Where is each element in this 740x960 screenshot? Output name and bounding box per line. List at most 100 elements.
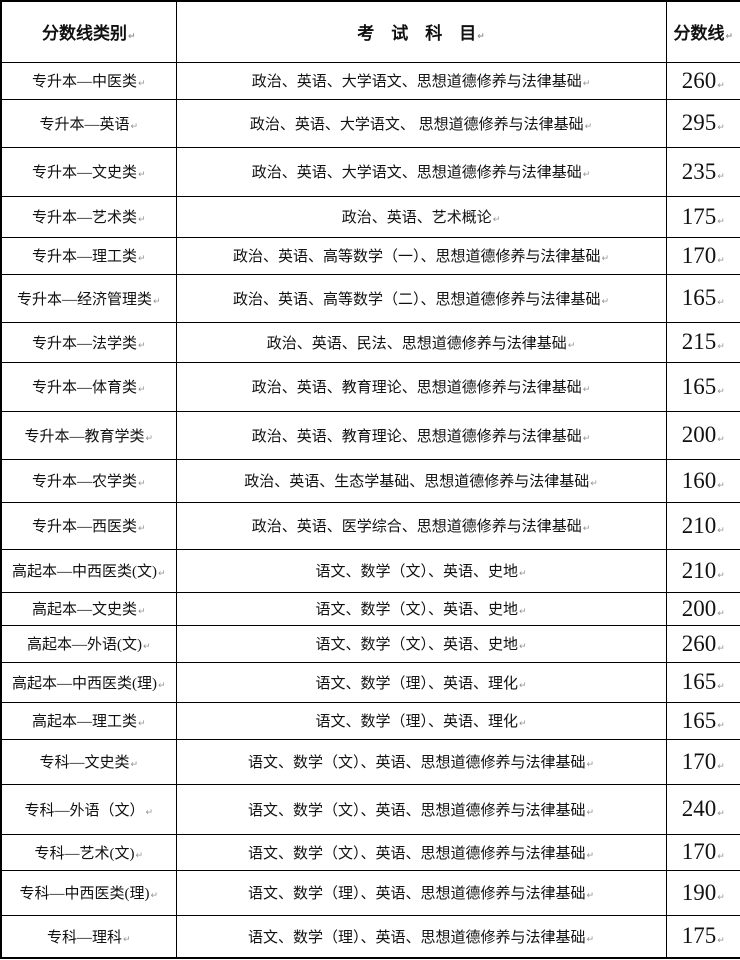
subjects-label: 语文、数学（理）、英语、思想道德修养与法律基础 xyxy=(247,929,586,946)
score-cell: 170↵ xyxy=(665,738,740,785)
subjects-cell: 政治、英语、高等数学（二）、思想道德修养与法律基础↵ xyxy=(175,273,667,323)
subjects-label: 语文、数学（文）、英语、史地 xyxy=(315,637,518,653)
category-label: 高起本—外语(文) xyxy=(26,637,142,653)
score-cell: 190↵ xyxy=(665,869,740,916)
score-cell: 235↵ xyxy=(665,146,740,197)
paragraph-mark-icon: ↵ xyxy=(717,480,725,491)
category-cell: 专科—艺术(文)↵ xyxy=(0,833,177,871)
score-cell: 210↵ xyxy=(665,501,740,550)
score-cell: 260↵ xyxy=(665,61,740,100)
table-row: 高起本—中西医类(文)↵ 语文、数学（文）、英语、史地↵ 210 ↵ xyxy=(0,548,740,593)
subjects-cell: 政治、英语、大学语文、思想道德修养与法律基础↵ xyxy=(175,146,667,197)
score-value: 210 xyxy=(681,512,717,538)
table-row: 专升本—英语↵ 政治、英语、大学语文、 思想道德修养与法律基础↵ 295↵ xyxy=(0,98,740,148)
header-score-label: 分数线 xyxy=(673,24,725,44)
category-cell: 高起本—中西医类(理)↵ xyxy=(0,661,177,703)
category-cell: 专升本—法学类↵ xyxy=(0,321,177,363)
table-row: 专科—外语（文）↵ 语文、数学（文）、英语、思想道德修养与法律基础↵ 240↵ xyxy=(0,783,740,835)
paragraph-mark-icon: ↵ xyxy=(586,807,595,818)
category-label: 专升本—法学类 xyxy=(31,335,137,352)
score-value: 190 xyxy=(681,879,717,905)
score-value: 240 xyxy=(681,796,717,821)
subjects-label: 政治、英语、高等数学（一）、思想道德修养与法律基础 xyxy=(232,249,601,265)
table-row: 专科—中西医类(理)↵ 语文、数学（理）、英语、思想道德修养与法律基础↵ 190… xyxy=(0,869,740,916)
score-cell: 240↵ xyxy=(665,783,740,835)
score-value: 175 xyxy=(681,203,717,229)
paragraph-mark-icon: ↵ xyxy=(137,479,146,489)
subjects-cell: 语文、数学（理）、英语、思想道德修养与法律基础↵ xyxy=(175,869,667,916)
subjects-label: 政治、英语、民法、思想道德修养与法律基础 xyxy=(266,335,567,352)
score-cell: 175↵ xyxy=(665,195,740,238)
paragraph-mark-icon: ↵ xyxy=(601,254,610,264)
score-value: 165 xyxy=(681,669,717,694)
subjects-label: 语文、数学（文）、英语、思想道德修养与法律基础 xyxy=(247,802,586,819)
table-row: 专升本—中医类↵ 政治、英语、大学语文、思想道德修养与法律基础↵ 260↵ xyxy=(0,61,740,100)
category-cell: 高起本—文史类↵ xyxy=(0,591,177,626)
score-value: 165 xyxy=(681,285,717,310)
paragraph-mark-icon: ↵ xyxy=(492,215,501,225)
score-cell: 200↵ xyxy=(665,410,740,460)
category-label: 高起本—理工类 xyxy=(31,714,137,730)
category-cell: 专升本—体育类↵ xyxy=(0,361,177,412)
subjects-cell: 语文、数学（文）、英语、史地↵ xyxy=(175,548,667,593)
category-cell: 专升本—西医类↵ xyxy=(0,501,177,550)
subjects-label: 语文、数学（理）、英语、理化 xyxy=(315,714,518,730)
score-value: 175 xyxy=(681,923,717,949)
subjects-label: 政治、英语、生态学基础、思想道德修养与法律基础 xyxy=(244,474,590,490)
category-cell: 专升本—英语↵ xyxy=(0,98,177,148)
paragraph-mark-icon: ↵ xyxy=(717,892,725,903)
category-label: 高起本—中西医类(文) xyxy=(11,564,157,580)
score-cell: 170↵ xyxy=(665,833,740,871)
score-cell: 160↵ xyxy=(665,458,740,503)
category-cell: 专升本—理工类↵ xyxy=(0,236,177,275)
paragraph-mark-icon: ↵ xyxy=(582,385,591,395)
paragraph-mark-icon: ↵ xyxy=(130,760,139,770)
score-cell: 165↵ xyxy=(665,361,740,412)
paragraph-mark-icon: ↵ xyxy=(717,809,725,819)
subjects-cell: 语文、数学（文）、英语、思想道德修养与法律基础↵ xyxy=(175,833,667,871)
score-value: 215 xyxy=(681,329,717,354)
category-cell: 高起本—外语(文)↵ xyxy=(0,624,177,663)
score-cell: 165↵ xyxy=(665,661,740,703)
score-cell: 260↵ xyxy=(665,624,740,663)
paragraph-mark-icon: ↵ xyxy=(518,569,527,579)
paragraph-mark-icon: ↵ xyxy=(130,121,139,132)
paragraph-mark-icon: ↵ xyxy=(518,680,527,691)
paragraph-mark-icon: ↵ xyxy=(717,720,725,731)
category-cell: 专科—理科↵ xyxy=(0,914,177,959)
category-label: 专科—理科 xyxy=(46,929,122,946)
table-row: 专升本—艺术类↵ 政治、英语、艺术概论↵ 175↵ xyxy=(0,195,740,238)
paragraph-mark-icon: ↵ xyxy=(717,936,725,947)
score-cell: 295↵ xyxy=(665,98,740,148)
score-value: 170 xyxy=(681,839,717,864)
subjects-label: 语文、数学（文）、英语、思想道德修养与法律基础 xyxy=(247,755,586,771)
category-label: 专升本—西医类 xyxy=(31,519,137,535)
score-cell: 215↵ xyxy=(665,321,740,363)
table-row: 专升本—理工类↵ 政治、英语、高等数学（一）、思想道德修养与法律基础↵ 170↵ xyxy=(0,236,740,275)
subjects-label: 语文、数学（理）、英语、思想道德修养与法律基础 xyxy=(247,886,586,902)
paragraph-mark-icon: ↵ xyxy=(582,79,591,89)
score-value: 200 xyxy=(681,595,717,621)
score-value: 200 xyxy=(681,422,717,447)
category-label: 专升本—中医类 xyxy=(31,74,137,90)
score-value: 295 xyxy=(681,110,717,135)
score-cell: 165↵ xyxy=(665,273,740,323)
paragraph-mark-icon: ↵ xyxy=(142,642,151,652)
paragraph-mark-icon: ↵ xyxy=(137,524,146,534)
score-value: 210 xyxy=(681,557,717,583)
paragraph-mark-icon: ↵ xyxy=(477,32,485,43)
subjects-cell: 政治、英语、医学综合、思想道德修养与法律基础↵ xyxy=(175,501,667,550)
paragraph-mark-icon: ↵ xyxy=(518,719,527,729)
paragraph-mark-icon: ↵ xyxy=(584,121,593,132)
subjects-cell: 政治、英语、教育理论、思想道德修养与法律基础↵ xyxy=(175,361,667,412)
category-cell: 专升本—艺术类↵ xyxy=(0,195,177,238)
paragraph-mark-icon: ↵ xyxy=(586,850,595,861)
category-cell: 专升本—教育学类↵ xyxy=(0,410,177,460)
header-category-label: 分数线类别 xyxy=(41,24,127,44)
subjects-cell: 语文、数学（文）、英语、思想道德修养与法律基础↵ xyxy=(175,783,667,835)
paragraph-mark-icon: ↵ xyxy=(725,32,734,43)
table-row: 高起本—理工类↵ 语文、数学（理）、英语、理化↵ 165↵ xyxy=(0,701,740,740)
category-cell: 高起本—中西医类(文)↵ xyxy=(0,548,177,593)
category-cell: 专科—中西医类(理)↵ xyxy=(0,869,177,916)
paragraph-mark-icon: ↵ xyxy=(717,298,725,308)
